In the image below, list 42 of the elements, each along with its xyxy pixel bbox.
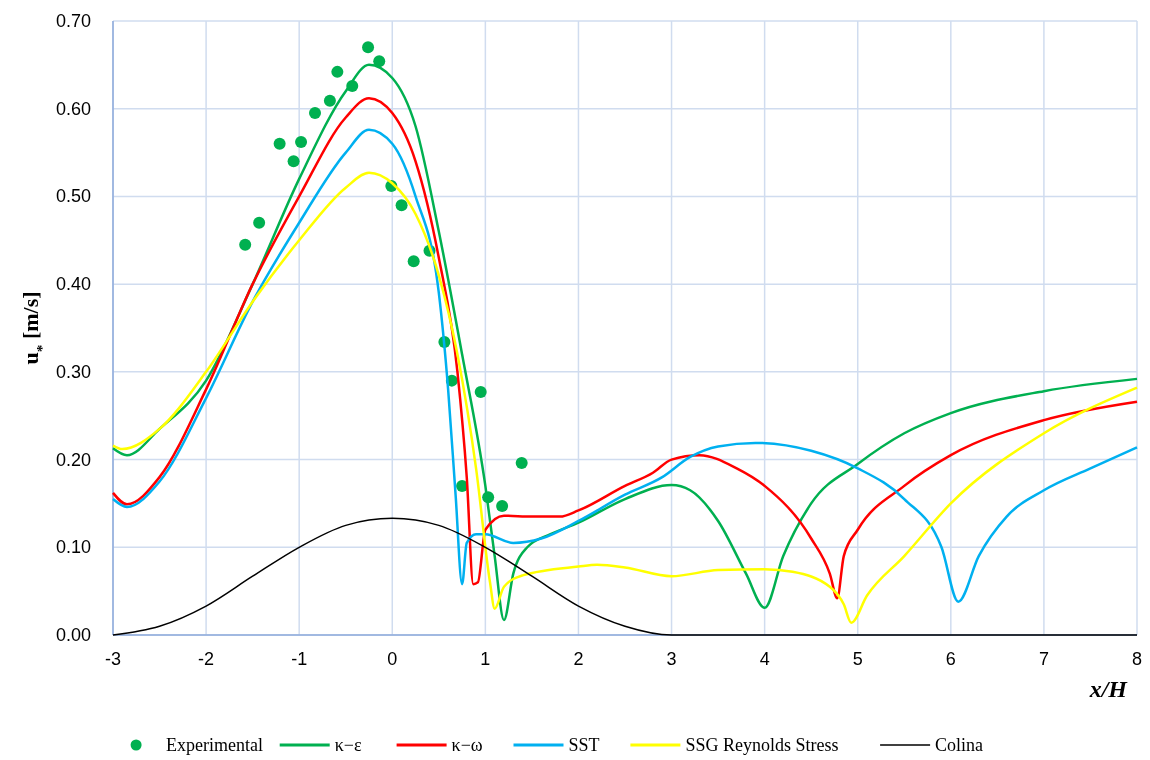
x-axis-title: x/H bbox=[1088, 676, 1129, 702]
point bbox=[309, 107, 322, 120]
point bbox=[273, 137, 286, 150]
x-tick-label: -3 bbox=[104, 649, 122, 669]
point bbox=[323, 94, 336, 107]
x-tick-label: -1 bbox=[291, 649, 308, 669]
legend-label: Colina bbox=[935, 735, 984, 755]
legend-label: SSG Reynolds Stress bbox=[685, 735, 839, 755]
point bbox=[239, 238, 252, 251]
y-tick-label: 0.70 bbox=[55, 11, 91, 31]
point bbox=[253, 216, 266, 229]
point bbox=[373, 55, 386, 68]
x-tick-label: -2 bbox=[198, 649, 215, 669]
x-tick-label: 6 bbox=[945, 649, 956, 669]
x-tick-label: 7 bbox=[1038, 649, 1049, 669]
x-tick-label: 5 bbox=[852, 649, 863, 669]
point bbox=[362, 41, 375, 54]
point bbox=[331, 65, 344, 78]
legend-label: SST bbox=[568, 735, 600, 755]
x-tick-label: 3 bbox=[666, 649, 677, 669]
x-tick-label: 8 bbox=[1131, 649, 1143, 669]
legend-label: κ−ε bbox=[334, 735, 362, 755]
y-tick-label: 0.30 bbox=[55, 361, 91, 382]
point bbox=[287, 155, 300, 168]
y-tick-label: 0.20 bbox=[55, 449, 91, 470]
y-tick-label: 0.10 bbox=[55, 537, 91, 558]
y-tick-label: 0.50 bbox=[55, 186, 91, 207]
point bbox=[515, 457, 528, 470]
legend-label: κ−ω bbox=[451, 735, 483, 755]
y-tick-label: 0.60 bbox=[55, 98, 91, 119]
point bbox=[407, 255, 420, 268]
point bbox=[474, 386, 487, 399]
x-tick-label: 1 bbox=[480, 649, 491, 669]
x-tick-label: 0 bbox=[387, 649, 398, 669]
point bbox=[295, 136, 308, 149]
point bbox=[395, 199, 408, 212]
y-tick-label: 0.40 bbox=[55, 274, 91, 295]
legend-label: Experimental bbox=[166, 735, 264, 755]
x-tick-label: 4 bbox=[759, 649, 770, 669]
x-tick-label: 2 bbox=[573, 649, 584, 669]
y-tick-label: 0.00 bbox=[55, 625, 91, 645]
point bbox=[496, 500, 509, 513]
